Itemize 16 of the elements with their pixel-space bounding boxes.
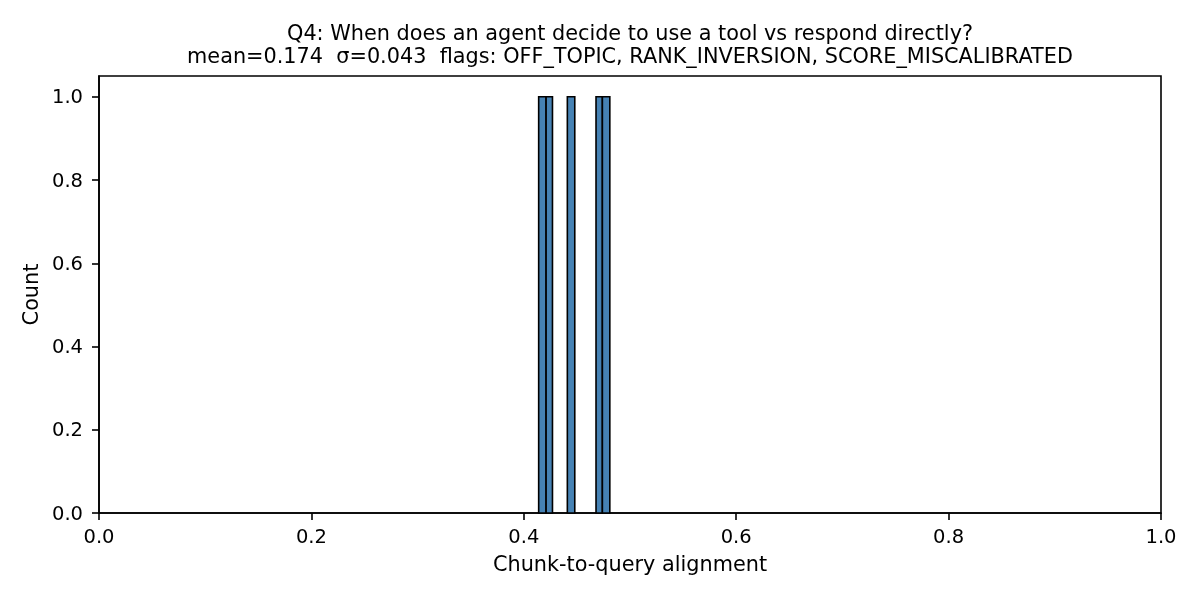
chart-title: Q4: When does an agent decide to use a tool vs respond directly? [287,21,973,45]
y-tick-label: 0.2 [51,418,83,442]
y-tick-label: 0.0 [51,501,83,525]
y-axis-title: Count [18,263,43,326]
x-tick-label: 0.0 [83,524,115,548]
x-tick-label: 0.4 [508,524,540,548]
y-tick-label: 0.8 [51,168,83,192]
y-tick-label: 1.0 [51,85,83,109]
x-axis-title: Chunk-to-query alignment [492,551,768,576]
y-tick-label: 0.6 [51,251,83,275]
x-tick-label: 0.6 [720,524,752,548]
x-tick-label: 1.0 [1145,524,1177,548]
x-tick-label: 0.8 [933,524,965,548]
chart-subtitle: mean=0.174 σ=0.043 flags: OFF_TOPIC, RANK_INVERSION, SCORE_MISCALIBRATED [187,44,1073,68]
x-tick-label: 0.2 [295,524,327,548]
y-tick-label: 0.4 [51,335,83,359]
